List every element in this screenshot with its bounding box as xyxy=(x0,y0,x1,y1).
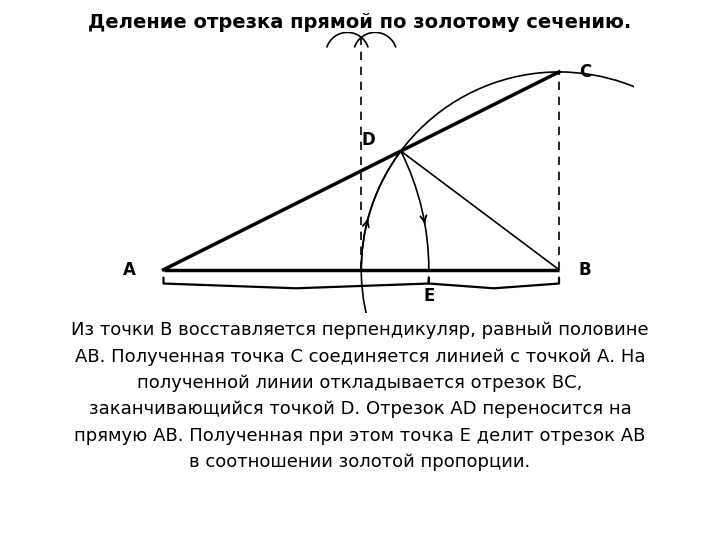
Text: A: A xyxy=(123,261,136,279)
Text: C: C xyxy=(579,63,591,81)
Text: Деление отрезка прямой по золотому сечению.: Деление отрезка прямой по золотому сечен… xyxy=(89,14,631,32)
Text: B: B xyxy=(579,261,591,279)
Text: D: D xyxy=(361,131,375,149)
Text: Из точки В восставляется перпендикуляр, равный половине
АВ. Полученная точка С с: Из точки В восставляется перпендикуляр, … xyxy=(71,321,649,471)
Text: E: E xyxy=(423,287,434,306)
